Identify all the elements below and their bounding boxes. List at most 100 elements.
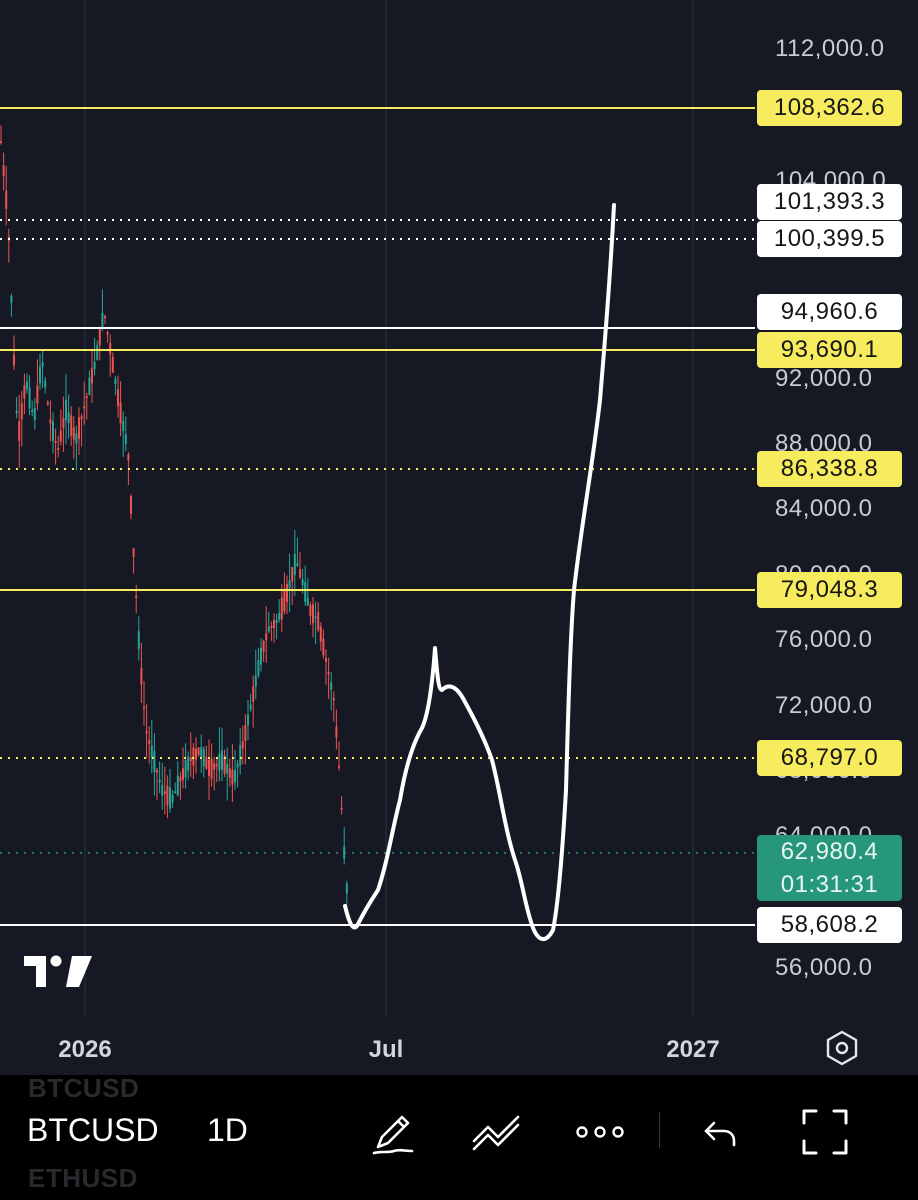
candle-body [252, 686, 255, 702]
candle-body [187, 756, 190, 771]
level-tag[interactable]: 86,338.8 [757, 451, 902, 487]
candle-body [296, 563, 299, 567]
trend-lines-icon[interactable] [470, 1107, 526, 1157]
candle-body [208, 759, 210, 777]
level-tag[interactable]: 79,048.3 [757, 572, 902, 608]
candle-body [166, 785, 169, 806]
candle-body [254, 675, 257, 687]
hand-drawn-projection[interactable] [343, 203, 616, 941]
candle-body [145, 731, 148, 734]
price-label: 92,000.0 [775, 365, 872, 392]
candle-body [228, 768, 231, 778]
level-tag[interactable]: 100,399.5 [757, 221, 902, 257]
candle-body [122, 420, 125, 432]
symbol-selector[interactable]: BTCUSD [27, 1112, 159, 1148]
candle-body [325, 658, 327, 662]
candle-body [158, 779, 161, 783]
candle-body [156, 769, 158, 773]
candle-body [309, 604, 312, 617]
candle-body [260, 647, 262, 665]
candle-body [332, 698, 335, 701]
prev-symbol-ghost: BTCUSD [28, 1073, 140, 1103]
candle-body [169, 787, 171, 809]
candle-body [338, 765, 340, 768]
candle-body [265, 633, 268, 641]
level-tag[interactable]: 108,362.6 [757, 90, 902, 126]
candle-body [0, 141, 2, 144]
candle-body [249, 704, 252, 710]
candle-body [200, 747, 203, 758]
candle-body [192, 747, 195, 766]
candle-body [335, 726, 338, 738]
candle-body [5, 190, 8, 209]
fullscreen-icon[interactable] [800, 1107, 850, 1157]
candle-body [182, 768, 184, 780]
candle-body [13, 354, 15, 366]
candle-body [39, 366, 41, 384]
more-dots-icon[interactable] [574, 1107, 626, 1157]
candle-body [163, 791, 166, 795]
candle-body [288, 580, 291, 588]
candle-body [234, 769, 236, 783]
price-label: 112,000.0 [775, 35, 885, 62]
candle-body [26, 381, 28, 389]
candle-body [70, 415, 73, 436]
candle-body [28, 387, 31, 409]
candle-body [18, 421, 21, 441]
candle-body [176, 775, 179, 796]
candle-body [236, 763, 239, 768]
candle-body [150, 745, 153, 758]
time-label: 2027 [666, 1036, 719, 1063]
candle-body [221, 750, 223, 770]
candle-body [218, 753, 221, 771]
candle-body [46, 402, 49, 405]
candle-body [88, 377, 91, 395]
candle-body [340, 807, 343, 810]
candle-body [72, 427, 75, 440]
candle-body [283, 590, 286, 612]
candle-body [104, 316, 106, 319]
candle-body [44, 380, 47, 388]
level-tag[interactable]: 94,960.6 [757, 294, 902, 330]
candle-body [239, 745, 242, 766]
candle-body [184, 759, 187, 778]
candle-body [299, 569, 301, 578]
settings-icon[interactable] [822, 1028, 862, 1068]
candle-body [62, 418, 65, 428]
candle-body [257, 660, 260, 676]
candle-body [286, 584, 288, 602]
candle-body [41, 362, 44, 367]
candle-body [137, 631, 140, 649]
candle-body [52, 421, 54, 442]
candle-body [49, 419, 52, 424]
candle-body [59, 430, 62, 442]
candle-body [317, 612, 320, 630]
candle-body [179, 776, 182, 782]
last-price-value: 62,980.4 [780, 838, 879, 865]
candle-body [148, 740, 151, 744]
level-tag[interactable]: 58,608.2 [757, 907, 902, 943]
candle-body [301, 579, 304, 586]
last-price-tag: 62,980.4 01:31:31 [757, 835, 902, 901]
chart-area[interactable]: 112,000.0 104,000.0 92,000.0 88,000.0 84… [0, 0, 918, 1075]
candle-body [124, 434, 127, 444]
undo-icon[interactable] [700, 1107, 740, 1157]
candle-body [106, 332, 109, 335]
candle-body [215, 764, 218, 767]
candle-body [23, 385, 26, 399]
candle-body [114, 378, 117, 384]
level-tag[interactable]: 93,690.1 [757, 332, 902, 368]
level-tag[interactable]: 68,797.0 [757, 740, 902, 776]
price-label: 76,000.0 [775, 626, 872, 653]
candle-body [210, 758, 213, 779]
candle-body [67, 412, 70, 424]
candle-body [10, 295, 13, 303]
level-tag[interactable]: 101,393.3 [757, 184, 902, 220]
candle-body [161, 784, 164, 796]
candle-body [135, 595, 138, 598]
tradingview-logo[interactable] [22, 952, 94, 990]
interval-selector[interactable]: 1D [207, 1112, 248, 1148]
candle-body [78, 417, 80, 439]
pen-icon[interactable] [368, 1107, 418, 1157]
candle-body [226, 763, 229, 774]
